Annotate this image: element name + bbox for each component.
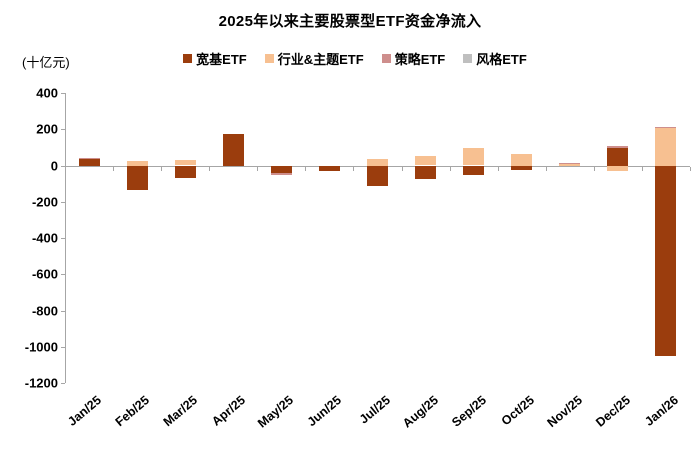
y-axis-line bbox=[65, 93, 66, 383]
x-axis-label: Oct/25 bbox=[498, 393, 537, 429]
x-axis-label: Sep/25 bbox=[448, 393, 489, 430]
y-axis-tick bbox=[61, 310, 65, 312]
x-axis-tick bbox=[65, 166, 66, 171]
bar-segment bbox=[655, 165, 677, 356]
x-axis-tick bbox=[257, 166, 259, 171]
bar-segment bbox=[318, 165, 340, 171]
x-axis-label: Apr/25 bbox=[209, 393, 249, 429]
bar-segment bbox=[463, 147, 485, 166]
bar-segment bbox=[222, 133, 244, 166]
legend-item-0: 宽基ETF bbox=[183, 49, 247, 68]
y-axis-tick bbox=[61, 129, 65, 131]
legend-swatch-icon bbox=[183, 54, 193, 63]
chart-title: 2025年以来主要股票型ETF资金净流入 bbox=[218, 13, 482, 30]
bar-segment bbox=[126, 160, 148, 166]
legend-label: 行业&主题ETF bbox=[277, 52, 364, 67]
x-axis-tick bbox=[449, 166, 451, 171]
bar-segment bbox=[655, 126, 677, 129]
bar-segment bbox=[367, 159, 388, 166]
x-axis-label: Jan/26 bbox=[642, 393, 681, 429]
x-axis-tick bbox=[113, 166, 115, 171]
x-axis-tick bbox=[497, 166, 499, 171]
y-axis-tick bbox=[61, 238, 65, 239]
bar-segment bbox=[78, 158, 100, 160]
y-axis-label: -400 bbox=[31, 230, 58, 246]
bar-segment bbox=[511, 165, 533, 171]
y-axis-label: 0 bbox=[50, 158, 58, 173]
bar-segment bbox=[270, 172, 292, 175]
y-axis-tick bbox=[61, 201, 65, 203]
bar-segment bbox=[607, 146, 629, 149]
x-axis-tick bbox=[209, 166, 211, 171]
y-axis-unit-label: (十亿元) bbox=[22, 55, 70, 70]
x-axis-tick bbox=[305, 166, 307, 171]
bar-segment bbox=[415, 165, 437, 180]
y-axis-label: -1000 bbox=[24, 339, 58, 355]
bar-segment bbox=[607, 148, 629, 166]
bar-segment bbox=[78, 159, 100, 166]
bar-segment bbox=[174, 165, 196, 179]
x-axis-tick bbox=[161, 166, 163, 171]
y-axis-label: -1200 bbox=[24, 375, 58, 391]
x-axis-tick bbox=[401, 166, 403, 171]
y-axis-tick bbox=[61, 383, 65, 384]
legend-item-1: 行业&主题ETF bbox=[264, 49, 364, 68]
legend-swatch-icon bbox=[381, 54, 391, 63]
legend-item-2: 策略ETF bbox=[381, 49, 446, 68]
y-axis-label: -200 bbox=[31, 194, 58, 210]
x-axis-label: Jan/25 bbox=[65, 393, 105, 429]
bar-segment bbox=[415, 156, 437, 166]
x-axis-label: Nov/25 bbox=[544, 393, 585, 431]
legend-label: 策略ETF bbox=[394, 52, 446, 67]
y-axis-label: 400 bbox=[36, 85, 58, 101]
bar-segment bbox=[174, 160, 196, 166]
y-axis-label: 200 bbox=[36, 121, 58, 137]
y-axis-label: -800 bbox=[31, 303, 58, 318]
bar-segment bbox=[126, 165, 148, 190]
y-axis-tick bbox=[61, 165, 65, 167]
bar-segment bbox=[511, 153, 533, 166]
x-axis-label: Mar/25 bbox=[160, 393, 201, 430]
y-axis-tick bbox=[61, 93, 65, 94]
bar-segment bbox=[607, 165, 629, 172]
legend-label: 风格ETF bbox=[476, 52, 527, 67]
legend-item-3: 风格ETF bbox=[463, 49, 527, 68]
x-axis-label: Jun/25 bbox=[305, 393, 345, 430]
y-axis-tick bbox=[61, 346, 65, 348]
x-axis-label: Dec/25 bbox=[592, 393, 633, 430]
bar-segment bbox=[367, 165, 388, 187]
y-axis-tick bbox=[61, 274, 65, 276]
legend-swatch-icon bbox=[264, 54, 274, 63]
bar-segment bbox=[270, 165, 292, 173]
x-axis-tick bbox=[593, 166, 595, 171]
bar-segment bbox=[655, 128, 677, 166]
x-axis-label: Jul/25 bbox=[356, 393, 393, 427]
bar-segment bbox=[463, 165, 485, 175]
chart-legend: 宽基ETF 行业&主题ETF 策略ETF 风格ETF bbox=[70, 49, 640, 68]
x-axis-tick bbox=[353, 166, 355, 171]
legend-label: 宽基ETF bbox=[196, 52, 247, 67]
bar-segment bbox=[559, 163, 581, 166]
bar-segment bbox=[559, 162, 581, 164]
y-axis-label: -600 bbox=[31, 266, 58, 282]
x-axis-label: Feb/25 bbox=[112, 393, 153, 430]
x-axis-tick bbox=[545, 166, 547, 171]
x-axis-label: May/25 bbox=[255, 393, 297, 431]
x-axis-tick bbox=[641, 166, 643, 171]
x-axis-label: Aug/25 bbox=[399, 393, 441, 431]
x-axis-tick bbox=[690, 166, 691, 171]
legend-swatch-icon bbox=[463, 54, 473, 63]
